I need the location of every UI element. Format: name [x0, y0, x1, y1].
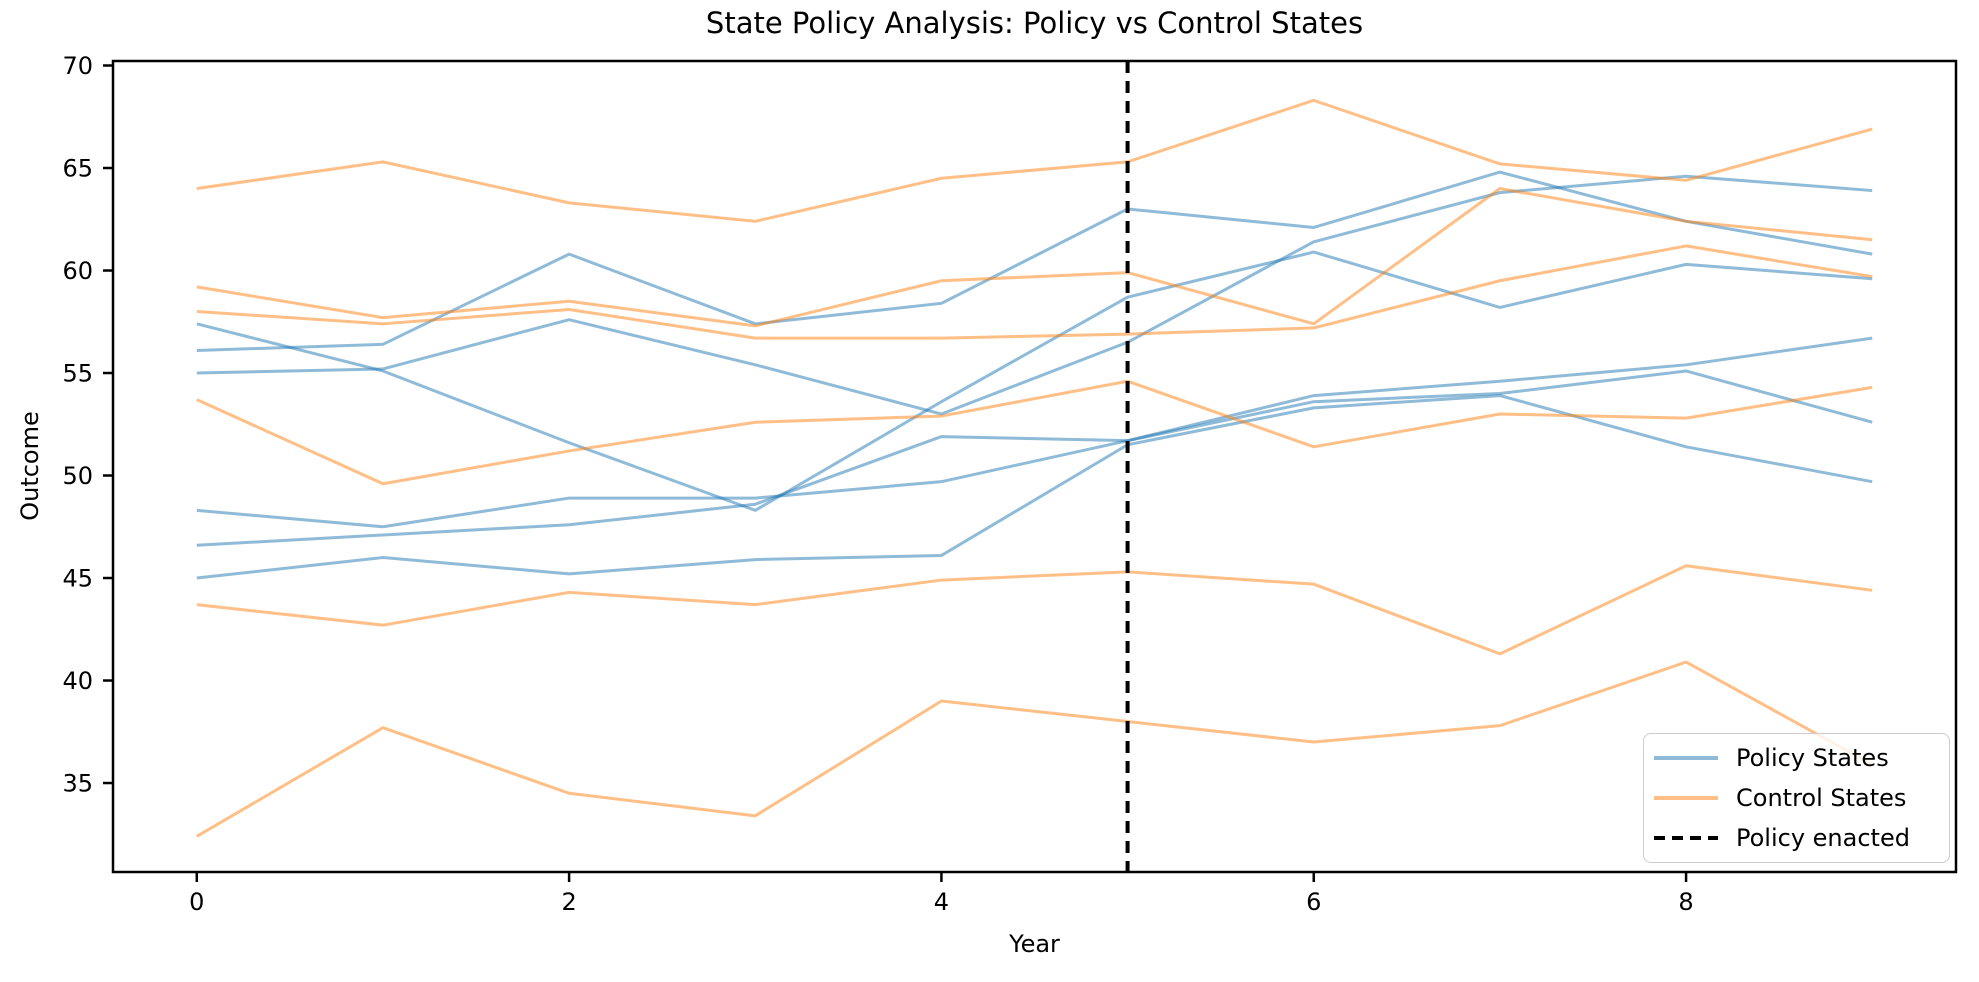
y-axis-label: Outcome [16, 411, 44, 521]
policy-line [196, 336, 1873, 529]
control-line [196, 187, 1873, 328]
x-axis-label: Year [1009, 930, 1060, 958]
legend-item-policy-enacted: Policy enacted [1654, 819, 1949, 857]
policy-line [196, 250, 1873, 512]
policy-line [196, 170, 1873, 352]
y-tick-label: 50 [62, 462, 93, 490]
y-tick-label: 40 [62, 667, 93, 695]
x-tick-label: 0 [189, 888, 204, 916]
y-tick-label: 45 [62, 565, 93, 593]
policy-enacted-dash-swatch [1654, 836, 1718, 840]
policy-line [196, 369, 1873, 547]
control-line [196, 660, 1873, 838]
control-line [196, 98, 1873, 223]
policy-line [196, 394, 1873, 580]
x-tick-label: 4 [934, 888, 949, 916]
y-tick-label: 35 [62, 770, 93, 798]
policy-line-swatch [1654, 756, 1718, 760]
x-tick-label: 6 [1306, 888, 1321, 916]
y-tick-label: 55 [62, 360, 93, 388]
control-line-swatch [1654, 796, 1718, 800]
plot-spines [111, 59, 1958, 874]
legend: Policy States Control States Policy enac… [1643, 733, 1950, 863]
x-tick-label: 8 [1678, 888, 1693, 916]
y-tick-label: 70 [62, 52, 93, 80]
legend-label: Policy States [1736, 744, 1889, 772]
x-tick-label: 2 [561, 888, 576, 916]
legend-item-control-states: Control States [1654, 779, 1949, 817]
policy-line [196, 174, 1873, 416]
legend-item-policy-states: Policy States [1654, 739, 1949, 777]
y-tick-label: 65 [62, 155, 93, 183]
control-line [196, 379, 1873, 486]
y-tick-label: 60 [62, 257, 93, 285]
control-line [196, 564, 1873, 656]
control-line [196, 244, 1873, 340]
chart-title: State Policy Analysis: Policy vs Control… [705, 6, 1364, 40]
legend-label: Control States [1736, 784, 1907, 812]
legend-label: Policy enacted [1736, 824, 1910, 852]
